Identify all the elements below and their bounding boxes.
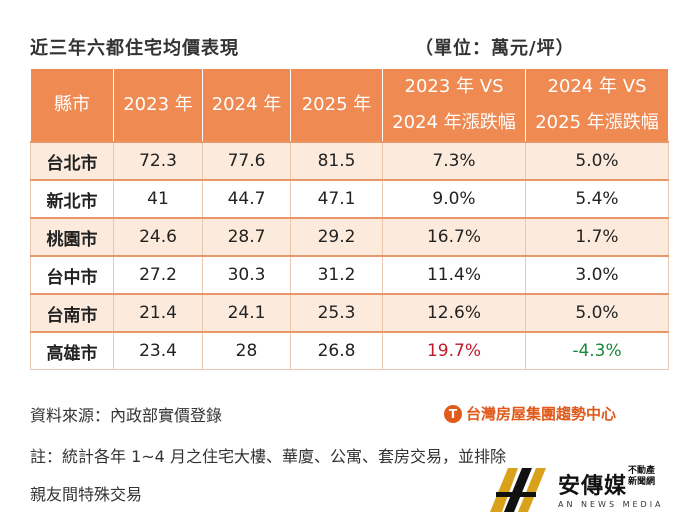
price-2025-cell: 31.2 — [290, 255, 383, 295]
city-cell: 台南市 — [30, 293, 114, 333]
change-23-24-cell: 9.0% — [382, 179, 526, 219]
change-24-25-cell: -4.3% — [525, 331, 669, 370]
footnote-line-1: 註：統計各年 1~4 月之住宅大樓、華廈、公寓、套房交易，並排除 — [30, 447, 506, 466]
header-2024: 2024 年 — [202, 68, 291, 143]
table-row: 新北市 41 44.7 47.1 9.0% 5.4% — [30, 179, 669, 219]
unit-label: （單位：萬元/坪） — [415, 38, 575, 59]
price-2023-cell: 72.3 — [113, 141, 203, 181]
change-24-25-cell: 1.7% — [525, 217, 669, 257]
change-23-24-cell: 12.6% — [382, 293, 526, 333]
an-logo-mark-icon — [490, 468, 546, 512]
price-2024-cell: 28.7 — [202, 217, 291, 257]
city-cell: 台北市 — [30, 141, 114, 181]
header-2023: 2023 年 — [113, 68, 203, 143]
city-cell: 台中市 — [30, 255, 114, 295]
price-2025-cell: 26.8 — [290, 331, 383, 370]
price-2024-cell: 30.3 — [202, 255, 291, 295]
table-row: 桃園市 24.6 28.7 29.2 16.7% 1.7% — [30, 217, 669, 257]
change-23-24-cell: 19.7% — [382, 331, 526, 370]
city-cell: 高雄市 — [30, 331, 114, 370]
page-title: 近三年六都住宅均價表現 — [30, 38, 239, 59]
price-2023-cell: 23.4 — [113, 331, 203, 370]
price-2025-cell: 81.5 — [290, 141, 383, 181]
price-table: 縣市 2023 年 2024 年 2025 年 2023 年 VS 2024 年漲… — [30, 68, 669, 370]
media-english-name: AN NEWS MEDIA — [558, 500, 664, 509]
header-change-23-24: 2023 年 VS 2024 年漲跌幅 — [382, 68, 526, 143]
change-24-25-cell: 5.0% — [525, 141, 669, 181]
table-row: 台南市 21.4 24.1 25.3 12.6% 5.0% — [30, 293, 669, 333]
table-row: 台中市 27.2 30.3 31.2 11.4% 3.0% — [30, 255, 669, 295]
price-2025-cell: 29.2 — [290, 217, 383, 257]
price-2025-cell: 47.1 — [290, 179, 383, 219]
header-city: 縣市 — [30, 68, 114, 143]
table-header-row: 縣市 2023 年 2024 年 2025 年 2023 年 VS 2024 年漲… — [30, 68, 669, 143]
header-2025: 2025 年 — [290, 68, 383, 143]
change-23-24-cell: 16.7% — [382, 217, 526, 257]
table-row: 高雄市 23.4 28 26.8 19.7% -4.3% — [30, 331, 669, 370]
change-23-24-cell: 11.4% — [382, 255, 526, 295]
footnote-line-2: 親友間特殊交易 — [30, 485, 143, 504]
change-24-25-cell: 3.0% — [525, 255, 669, 295]
brand-name: 台灣房屋集團趨勢中心 — [466, 405, 617, 423]
data-source: 資料來源：內政部實價登錄 — [30, 406, 223, 425]
change-24-25-cell: 5.0% — [525, 293, 669, 333]
change-23-24-cell: 7.3% — [382, 141, 526, 181]
media-name: 安傳媒 — [558, 474, 628, 499]
t-circle-logo-icon: T — [444, 404, 462, 423]
city-cell: 桃園市 — [30, 217, 114, 257]
price-2023-cell: 21.4 — [113, 293, 203, 333]
change-24-25-cell: 5.4% — [525, 179, 669, 219]
header-change-24-25: 2024 年 VS 2025 年漲跌幅 — [525, 68, 669, 143]
price-2025-cell: 25.3 — [290, 293, 383, 333]
price-2023-cell: 24.6 — [113, 217, 203, 257]
price-2024-cell: 77.6 — [202, 141, 291, 181]
price-2024-cell: 44.7 — [202, 179, 291, 219]
price-2024-cell: 24.1 — [202, 293, 291, 333]
city-cell: 新北市 — [30, 179, 114, 219]
table-row: 台北市 72.3 77.6 81.5 7.3% 5.0% — [30, 141, 669, 181]
price-2024-cell: 28 — [202, 331, 291, 370]
media-logo: 安傳媒 不動產新聞網 AN NEWS MEDIA — [488, 464, 688, 520]
price-2023-cell: 27.2 — [113, 255, 203, 295]
brand-credit: T 台灣房屋集團趨勢中心 — [444, 403, 616, 424]
media-subtitle: 不動產新聞網 — [628, 466, 656, 487]
price-2023-cell: 41 — [113, 179, 203, 219]
